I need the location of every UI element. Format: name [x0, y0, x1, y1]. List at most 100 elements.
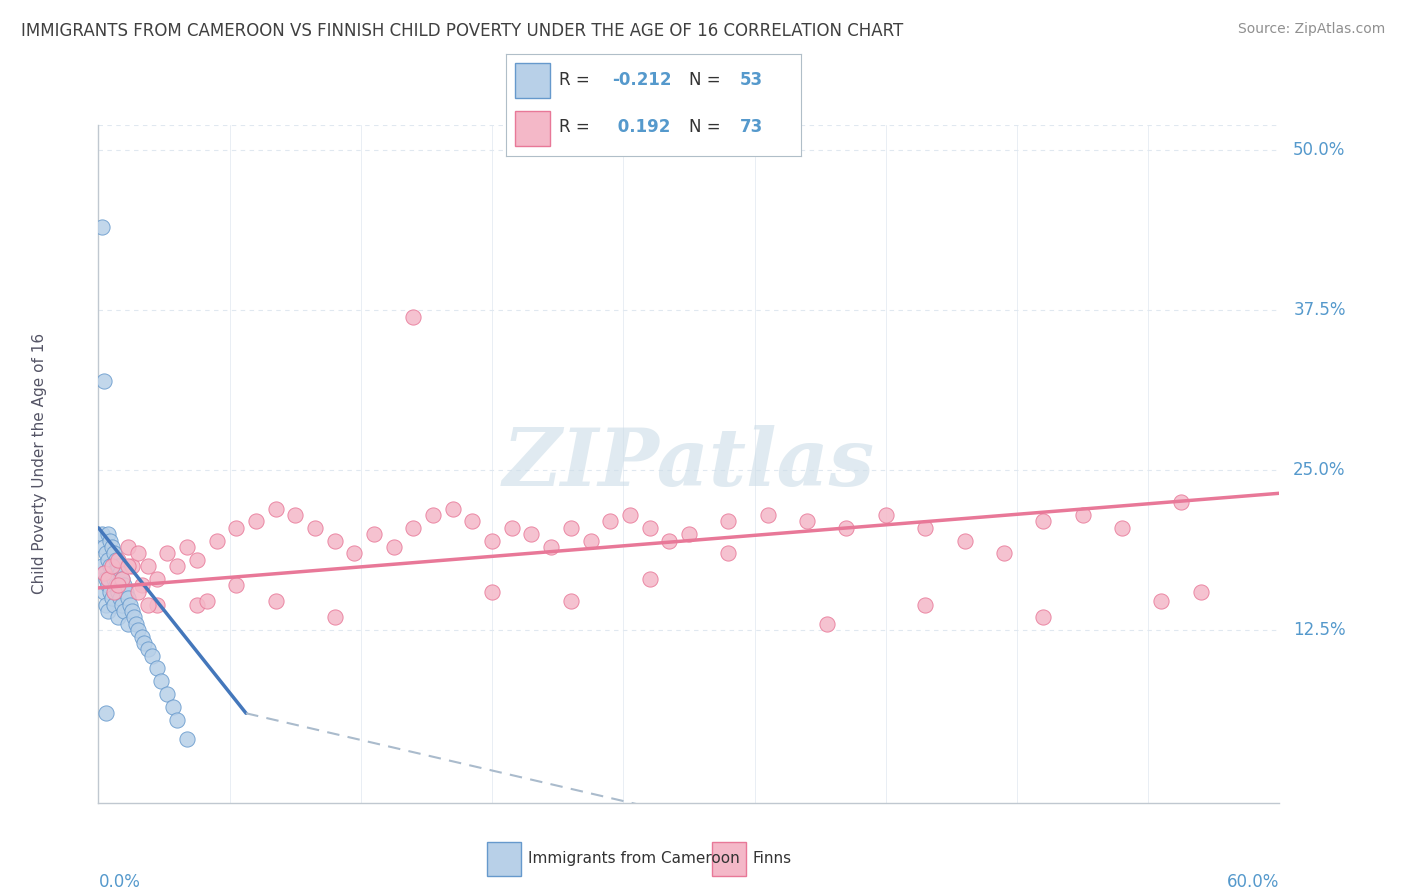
Point: [501, 521, 523, 535]
Point: [264, 593, 287, 607]
Point: [93, 566, 115, 580]
Point: [1032, 515, 1054, 529]
Point: [117, 591, 139, 606]
Point: [195, 593, 218, 607]
Point: [107, 584, 129, 599]
Point: [136, 598, 159, 612]
Point: [101, 566, 124, 580]
Point: [953, 533, 976, 548]
Point: [540, 540, 562, 554]
Text: 0.192: 0.192: [613, 118, 671, 136]
Point: [186, 553, 208, 567]
Point: [141, 648, 163, 663]
Point: [107, 553, 129, 567]
Point: [1071, 508, 1094, 522]
Text: 37.5%: 37.5%: [1294, 301, 1346, 319]
Point: [796, 515, 818, 529]
Point: [1150, 593, 1173, 607]
Text: Immigrants from Cameroon: Immigrants from Cameroon: [527, 852, 740, 866]
Point: [98, 559, 121, 574]
Point: [111, 598, 134, 612]
Point: [97, 572, 120, 586]
Point: [115, 584, 138, 599]
Point: [146, 572, 169, 586]
Point: [108, 591, 131, 606]
Point: [107, 610, 129, 624]
Point: [96, 598, 118, 612]
Text: N =: N =: [689, 118, 721, 136]
Point: [441, 501, 464, 516]
Point: [343, 546, 366, 560]
Point: [156, 546, 179, 560]
Point: [111, 572, 134, 586]
Point: [93, 374, 115, 388]
Point: [127, 546, 149, 560]
Point: [122, 610, 145, 624]
Point: [481, 584, 503, 599]
Point: [107, 578, 129, 592]
FancyBboxPatch shape: [711, 842, 745, 876]
Point: [166, 713, 188, 727]
Point: [835, 521, 858, 535]
Point: [117, 559, 139, 574]
Point: [717, 546, 740, 560]
Text: ZIPatlas: ZIPatlas: [503, 425, 875, 502]
Point: [323, 610, 346, 624]
Point: [93, 540, 115, 554]
Point: [131, 630, 153, 644]
Point: [481, 533, 503, 548]
Point: [1032, 610, 1054, 624]
Point: [91, 527, 114, 541]
Point: [107, 559, 129, 574]
Text: Source: ZipAtlas.com: Source: ZipAtlas.com: [1237, 22, 1385, 37]
Text: -0.212: -0.212: [613, 70, 672, 88]
Point: [91, 559, 114, 574]
Point: [245, 515, 267, 529]
Point: [560, 521, 582, 535]
Point: [304, 521, 326, 535]
Point: [132, 636, 155, 650]
Point: [150, 674, 173, 689]
Point: [103, 584, 125, 599]
Text: 53: 53: [740, 70, 762, 88]
Text: 73: 73: [740, 118, 762, 136]
Text: 25.0%: 25.0%: [1294, 461, 1346, 479]
Point: [756, 508, 779, 522]
Point: [520, 527, 543, 541]
Point: [402, 310, 425, 324]
Text: R =: R =: [560, 118, 591, 136]
Point: [186, 598, 208, 612]
Point: [205, 533, 228, 548]
Point: [156, 687, 179, 701]
Point: [97, 553, 120, 567]
Point: [97, 527, 120, 541]
Point: [117, 616, 139, 631]
Point: [127, 623, 149, 637]
Point: [105, 553, 128, 567]
Point: [103, 572, 125, 586]
Point: [96, 706, 118, 721]
Text: 60.0%: 60.0%: [1227, 873, 1279, 891]
Point: [264, 501, 287, 516]
Point: [914, 598, 936, 612]
Point: [136, 559, 159, 574]
Text: N =: N =: [689, 70, 721, 88]
Point: [422, 508, 444, 522]
Point: [323, 533, 346, 548]
Point: [284, 508, 307, 522]
Point: [131, 578, 153, 592]
Point: [619, 508, 641, 522]
FancyBboxPatch shape: [515, 62, 550, 97]
FancyBboxPatch shape: [515, 111, 550, 145]
Point: [382, 540, 405, 554]
Point: [121, 559, 143, 574]
Point: [103, 598, 125, 612]
Point: [96, 546, 118, 560]
Point: [658, 533, 681, 548]
Point: [166, 559, 188, 574]
Point: [146, 598, 169, 612]
Point: [176, 540, 198, 554]
Point: [103, 546, 125, 560]
Point: [146, 661, 169, 675]
Point: [579, 533, 602, 548]
